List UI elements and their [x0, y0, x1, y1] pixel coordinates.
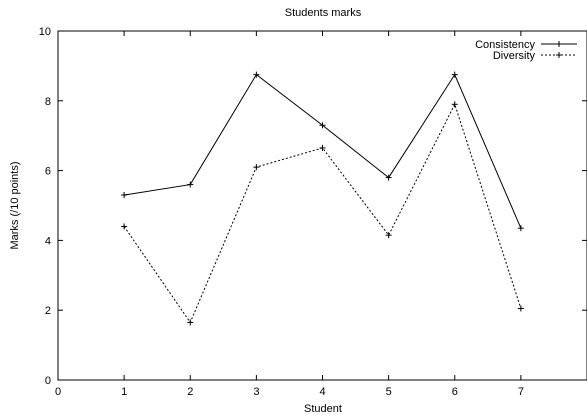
series-diversity — [121, 101, 524, 326]
data-point-diversity — [451, 101, 458, 108]
series-line-consistency — [124, 73, 522, 229]
x-tick-label: 4 — [319, 386, 325, 398]
data-point-consistency — [451, 71, 458, 78]
y-tick-label: 0 — [45, 375, 51, 387]
series-layer — [121, 71, 524, 326]
x-tick-label: 3 — [253, 386, 259, 398]
data-point-diversity — [187, 319, 194, 326]
data-point-consistency — [253, 71, 260, 78]
data-point-diversity — [385, 232, 392, 239]
data-point-diversity — [319, 144, 326, 151]
plot-area — [57, 30, 587, 381]
x-tick-label: 0 — [55, 386, 61, 398]
x-tick-label: 2 — [187, 386, 193, 398]
data-point-consistency — [187, 181, 194, 188]
series-line-diversity — [123, 102, 522, 324]
legend-label: Consistency — [475, 39, 535, 51]
y-tick-label: 2 — [45, 305, 51, 317]
y-tick-label: 4 — [45, 235, 51, 247]
data-point-diversity — [121, 223, 128, 230]
legend-marker — [556, 52, 562, 58]
chart-title: Students marks — [285, 7, 362, 19]
y-axis-label: Marks (/10 points) — [9, 161, 21, 249]
data-point-consistency — [385, 174, 392, 181]
axis-ticks: 0 1 2 3 4 5 6 7 0 2 4 6 8 10 — [39, 26, 587, 398]
x-axis-label: Student — [304, 403, 342, 415]
x-tick-label: 1 — [121, 386, 127, 398]
y-tick-label: 6 — [45, 166, 51, 178]
y-tick-label: 8 — [45, 96, 51, 108]
x-tick-label: 5 — [386, 386, 392, 398]
legend-item-consistency: Consistency — [475, 39, 577, 51]
x-tick-label: 7 — [518, 386, 524, 398]
data-point-consistency — [121, 192, 128, 199]
data-point-diversity — [517, 305, 524, 312]
legend-label: Diversity — [493, 50, 536, 62]
legend-item-diversity: Diversity — [493, 50, 577, 62]
legend-marker — [556, 41, 562, 47]
data-point-consistency — [319, 122, 326, 129]
x-tick-label: 6 — [452, 386, 458, 398]
y-tick-label: 10 — [39, 26, 51, 38]
series-consistency — [121, 71, 524, 232]
data-point-consistency — [517, 225, 524, 232]
data-point-diversity — [253, 164, 260, 171]
